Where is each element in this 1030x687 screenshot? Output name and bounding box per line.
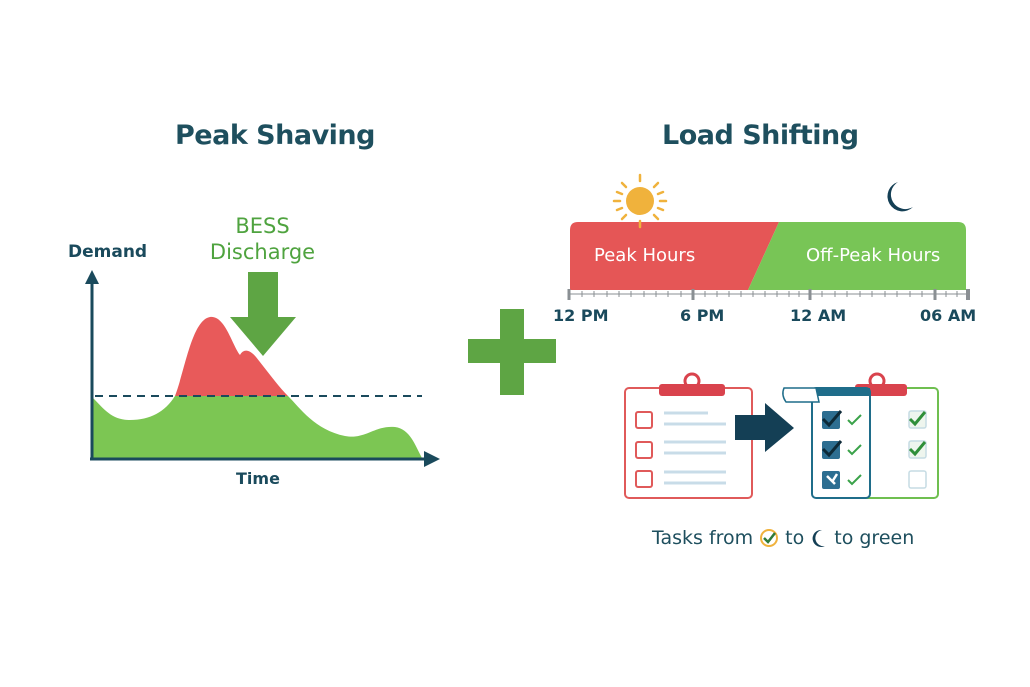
offpeak-hours-segment[interactable]	[748, 222, 966, 290]
bess-label-line1: BESS	[235, 214, 290, 238]
bess-discharge-label: BESS Discharge	[200, 213, 325, 265]
pending-tasks-clipboard	[624, 372, 753, 499]
demand-axis-label: Demand	[68, 242, 148, 262]
offpeak-hours-label: Off-Peak Hours	[806, 245, 941, 266]
tick-label-12pm: 12 PM	[553, 306, 609, 325]
load-shifting-title: Load Shifting	[662, 120, 859, 151]
shift-arrow-icon	[735, 403, 794, 452]
caption-part3: to green	[834, 527, 915, 549]
tick-label-6pm: 6 PM	[680, 306, 725, 325]
shifting-tasks-clipboard	[782, 387, 871, 499]
caption-part1: Tasks from	[652, 527, 754, 549]
discharge-arrow-icon	[230, 272, 296, 356]
y-axis-arrow-icon	[85, 270, 99, 284]
bess-label-line2: Discharge	[209, 240, 316, 264]
sun-check-icon	[760, 529, 779, 547]
base-load-area	[93, 396, 422, 458]
peak-hours-label: Peak Hours	[594, 245, 696, 266]
moon-small-icon	[812, 529, 826, 547]
time-axis-label: Time	[236, 469, 280, 488]
plus-icon	[468, 309, 556, 395]
peak-shaving-title: Peak Shaving	[175, 120, 375, 151]
tick-label-12am: 12 AM	[790, 306, 847, 325]
peak-excess-area	[175, 316, 288, 396]
time-axis	[567, 289, 970, 300]
moon-icon	[887, 182, 913, 212]
tick-label-06am: 06 AM	[920, 306, 977, 325]
tasks-caption: Tasks from to to green	[652, 527, 914, 549]
x-axis-arrow-icon	[424, 451, 440, 467]
caption-part2: to	[785, 527, 805, 549]
peak-hours-segment[interactable]	[570, 222, 779, 290]
sun-icon	[612, 173, 668, 229]
